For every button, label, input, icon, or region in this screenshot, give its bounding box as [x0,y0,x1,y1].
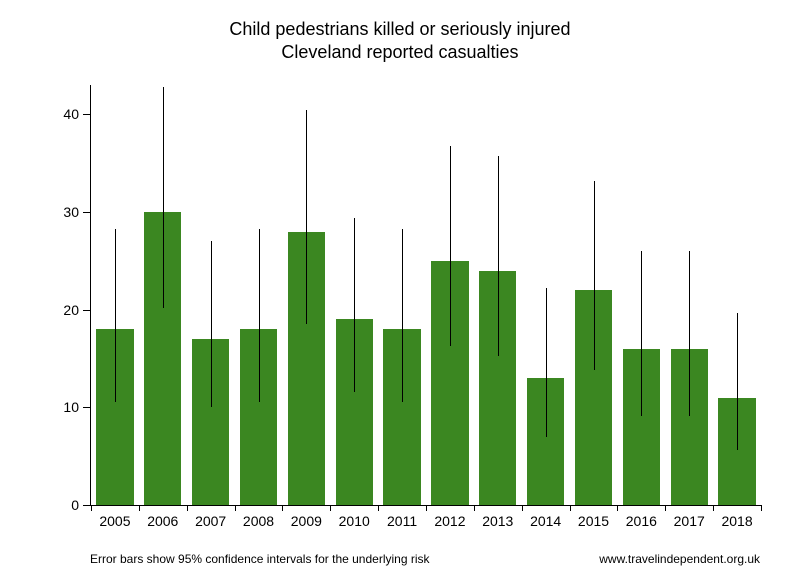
x-tick-label: 2016 [626,513,657,529]
error-bar [354,218,355,392]
error-bar [737,313,738,451]
x-tick [761,505,762,511]
x-tick [474,505,475,511]
x-tick-label: 2012 [434,513,465,529]
y-tick [83,310,91,311]
x-tick [665,505,666,511]
error-bar [163,87,164,308]
x-tick [235,505,236,511]
x-tick [617,505,618,511]
chart-container: Child pedestrians killed or seriously in… [0,0,800,580]
x-tick-label: 2008 [243,513,274,529]
x-tick [330,505,331,511]
x-tick-label: 2015 [578,513,609,529]
x-tick-label: 2011 [387,513,417,529]
error-bar [498,156,499,355]
title-line-2: Cleveland reported casualties [281,42,518,62]
x-tick [91,505,92,511]
x-tick-label: 2010 [339,513,370,529]
y-tick [83,407,91,408]
footer-note: Error bars show 95% confidence intervals… [90,552,430,566]
x-tick [282,505,283,511]
chart-title: Child pedestrians killed or seriously in… [0,0,800,65]
x-tick-label: 2006 [147,513,178,529]
y-tick-label: 0 [71,497,79,513]
plot-area: 0102030402005200620072008200920102011201… [90,85,761,506]
error-bar [259,229,260,403]
error-bar [689,251,690,416]
y-tick-label: 40 [63,106,79,122]
x-tick-label: 2014 [530,513,561,529]
title-line-1: Child pedestrians killed or seriously in… [229,19,570,39]
x-tick [713,505,714,511]
y-tick [83,505,91,506]
y-tick-label: 20 [63,302,79,318]
x-tick-label: 2005 [99,513,130,529]
error-bar [211,241,212,407]
x-tick [187,505,188,511]
error-bar [115,229,116,403]
x-tick [426,505,427,511]
error-bar [594,181,595,370]
x-tick [570,505,571,511]
x-tick-label: 2013 [482,513,513,529]
error-bar [641,251,642,416]
error-bar [402,229,403,403]
x-tick [378,505,379,511]
error-bar [450,146,451,346]
x-tick [522,505,523,511]
x-tick [139,505,140,511]
error-bar [306,110,307,324]
footer-source: www.travelindependent.org.uk [599,552,760,566]
x-tick-label: 2009 [291,513,322,529]
x-tick-label: 2018 [721,513,752,529]
x-tick-label: 2007 [195,513,226,529]
y-tick [83,114,91,115]
y-tick-label: 10 [63,399,79,415]
x-tick-label: 2017 [674,513,705,529]
error-bar [546,288,547,436]
y-tick-label: 30 [63,204,79,220]
y-tick [83,212,91,213]
